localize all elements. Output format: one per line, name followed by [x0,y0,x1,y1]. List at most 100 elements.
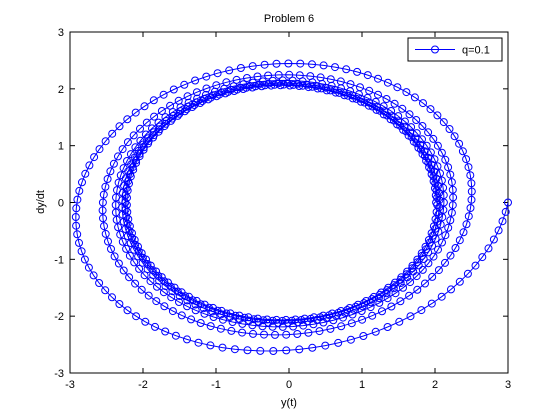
data-point [73,195,82,204]
data-point [445,125,454,133]
data-point [183,296,192,305]
data-point [77,247,86,256]
data-point [422,156,431,165]
data-point [118,145,127,154]
x-tick-label: -2 [138,379,148,391]
data-point [417,306,426,315]
data-point [146,261,155,270]
data-point [501,207,510,216]
x-axis-label: y(t) [281,397,297,409]
data-point [114,223,123,232]
data-point [391,278,399,287]
data-point [164,278,172,287]
data-point [168,307,177,316]
data-point [326,86,335,95]
data-point [326,324,335,333]
data-point [115,122,124,131]
data-point [321,341,330,350]
data-point [383,323,392,331]
data-point [253,314,262,323]
legend-label: q=0.1 [462,45,490,57]
data-point [295,82,304,90]
data-point [358,315,367,324]
data-point [152,297,161,306]
y-tick-label: 2 [58,84,64,96]
data-point [315,327,324,336]
data-point [125,251,134,260]
data-point [198,97,207,106]
data-point [157,107,166,115]
data-point [236,64,245,72]
data-point [264,79,273,88]
data-point [221,89,230,98]
data-point [192,296,201,305]
data-point [337,84,345,93]
series-layer [71,59,512,355]
data-point [142,255,150,264]
data-point [107,245,115,253]
data-point [137,285,146,294]
data-point [202,84,211,93]
chart-title: Problem 6 [264,13,314,25]
data-point [489,235,498,244]
data-point [304,328,313,337]
data-point [200,309,209,318]
data-point [441,231,450,240]
data-point [504,198,512,207]
x-tick-label: -3 [65,379,75,391]
data-point [122,244,131,253]
data-point [467,195,476,204]
data-point [129,131,138,140]
legend: q=0.1 [407,37,503,62]
data-point [84,263,93,272]
data-point [191,306,200,315]
data-point [192,88,201,97]
data-point [337,307,345,315]
data-point [278,322,287,331]
data-point [427,165,436,174]
data-point [428,272,437,281]
data-point [414,143,423,152]
data-point [157,273,166,282]
data-point [494,226,503,235]
data-point [463,269,472,278]
data-point [108,129,117,138]
y-tick-label: 1 [58,141,64,153]
data-point [139,145,148,154]
data-point [150,112,159,121]
data-point [437,148,446,157]
x-tick-label: 1 [359,379,365,391]
data-point [103,175,112,183]
data-point [364,101,373,110]
data-point [340,91,349,100]
data-point [177,311,186,320]
data-point [132,158,141,167]
data-point [73,230,82,239]
data-point [434,245,442,254]
data-point [95,279,104,287]
data-point [121,225,130,233]
data-point [399,125,408,134]
data-point [393,120,402,129]
data-point [331,88,340,97]
data-point [80,255,89,264]
data-point [284,59,293,68]
data-point [447,208,456,217]
data-point [451,244,460,252]
data-point [328,309,337,318]
data-point [343,306,352,314]
data-point [185,292,193,301]
data-point [182,105,191,114]
data-point [424,259,433,268]
data-point [274,70,283,79]
data-point [123,115,132,124]
data-point [78,178,86,187]
data-point [217,88,226,97]
data-point [379,110,388,119]
data-point [135,152,144,161]
data-point [239,85,248,93]
data-point [259,316,268,325]
data-point [269,347,278,355]
data-point [261,81,269,90]
data-point [420,152,429,161]
